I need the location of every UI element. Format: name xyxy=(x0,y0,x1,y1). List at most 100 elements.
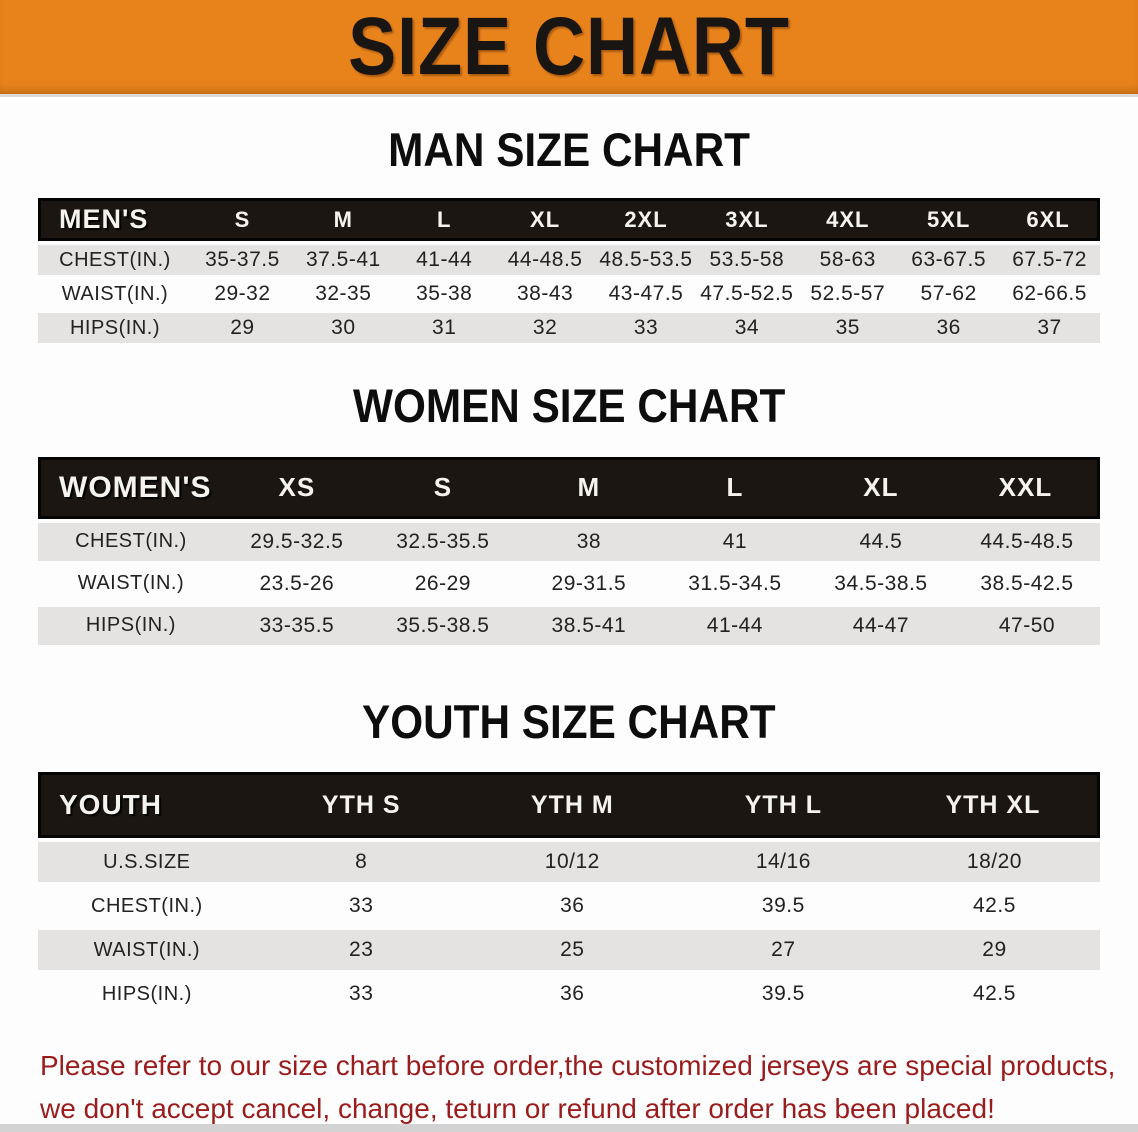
size-value-cell: 31 xyxy=(393,309,495,343)
men-size-column-header: 2XL xyxy=(595,198,697,242)
size-value-cell: 35-37.5 xyxy=(191,241,293,275)
size-value-cell: 47.5-52.5 xyxy=(696,275,798,309)
size-value-cell: 29 xyxy=(191,309,293,343)
women-section-title: WOMEN SIZE CHART xyxy=(352,379,786,433)
youth-size-column-header: YTH L xyxy=(677,772,889,839)
youth-table-row: CHEST(IN.) 33 36 39.5 42.5 xyxy=(38,882,1100,926)
size-value-cell: 34.5-38.5 xyxy=(807,560,954,603)
size-value-cell: 44-48.5 xyxy=(494,241,596,275)
men-size-column-header: 6XL xyxy=(999,198,1100,242)
size-value-cell: 38-43 xyxy=(494,275,596,309)
youth-size-column-header: YTH M xyxy=(466,772,678,839)
youth-table-row: WAIST(IN.) 23 25 27 29 xyxy=(38,926,1100,971)
size-value-cell: 35.5-38.5 xyxy=(369,602,516,645)
size-value-cell: 38.5-41 xyxy=(515,602,662,645)
size-value-cell: 33-35.5 xyxy=(223,602,370,645)
size-value-cell: 18/20 xyxy=(888,838,1100,882)
size-value-cell: 14/16 xyxy=(677,838,889,882)
measurement-row-label: WAIST(IN.) xyxy=(38,926,256,970)
size-value-cell: 39.5 xyxy=(677,882,889,926)
men-section-title: MAN SIZE CHART xyxy=(388,123,750,176)
size-value-cell: 30 xyxy=(292,309,394,343)
women-group-label: WOMEN'S xyxy=(38,456,224,519)
size-value-cell: 10/12 xyxy=(466,838,678,882)
size-value-cell: 42.5 xyxy=(888,970,1100,1014)
size-value-cell: 23 xyxy=(255,926,467,970)
size-value-cell: 32-35 xyxy=(292,275,394,309)
measurement-row-label: CHEST(IN.) xyxy=(38,241,192,275)
size-value-cell: 37 xyxy=(999,309,1100,343)
size-value-cell: 25 xyxy=(466,926,678,970)
size-value-cell: 8 xyxy=(255,838,467,882)
size-value-cell: 63-67.5 xyxy=(898,241,1000,275)
size-value-cell: 32 xyxy=(494,309,596,343)
size-value-cell: 35-38 xyxy=(393,275,495,309)
order-policy-line-1: Please refer to our size chart before or… xyxy=(40,1050,1116,1082)
size-value-cell: 33 xyxy=(595,309,697,343)
banner: SIZE CHART xyxy=(0,0,1138,97)
measurement-row-label: WAIST(IN.) xyxy=(38,275,192,309)
men-size-column-header: XL xyxy=(494,198,596,242)
men-group-label: MEN'S xyxy=(38,198,192,242)
women-size-column-header: XS xyxy=(223,456,370,519)
men-size-column-header: S xyxy=(191,198,293,242)
women-size-column-header: XL xyxy=(807,456,954,519)
measurement-row-label: WAIST(IN.) xyxy=(38,560,224,603)
men-table-row: CHEST(IN.) 35-37.5 37.5-41 41-44 44-48.5 48.5… xyxy=(38,241,1100,276)
size-value-cell: 57-62 xyxy=(898,275,1000,309)
size-value-cell: 44.5-48.5 xyxy=(953,518,1100,561)
youth-section-title: YOUTH SIZE CHART xyxy=(362,694,776,748)
size-value-cell: 37.5-41 xyxy=(292,241,394,275)
men-size-column-header: M xyxy=(292,198,394,242)
youth-group-label: YOUTH xyxy=(38,772,256,839)
women-table-row: CHEST(IN.) 29.5-32.5 32.5-35.5 38 41 44.5 44.5… xyxy=(38,518,1100,561)
size-value-cell: 41-44 xyxy=(661,602,808,645)
table-header-row: YOUTH YTH S YTH M YTH L YTH XL xyxy=(38,772,1100,839)
size-value-cell: 41 xyxy=(661,518,808,561)
size-value-cell: 39.5 xyxy=(677,970,889,1014)
size-value-cell: 23.5-26 xyxy=(223,560,370,603)
women-size-column-header: L xyxy=(661,456,808,519)
measurement-row-label: HIPS(IN.) xyxy=(38,602,224,645)
size-value-cell: 58-63 xyxy=(797,241,899,275)
banner-title: SIZE CHART xyxy=(348,1,790,92)
youth-size-column-header: YTH XL xyxy=(888,772,1100,839)
measurement-row-label: U.S.SIZE xyxy=(38,838,256,882)
size-value-cell: 35 xyxy=(797,309,899,343)
table-header-row: WOMEN'S XS S M L XL XXL xyxy=(38,456,1100,519)
measurement-row-label: CHEST(IN.) xyxy=(38,882,256,926)
size-value-cell: 44-47 xyxy=(807,602,954,645)
size-value-cell: 36 xyxy=(898,309,1000,343)
measurement-row-label: CHEST(IN.) xyxy=(38,518,224,561)
men-size-column-header: L xyxy=(393,198,495,242)
size-value-cell: 26-29 xyxy=(369,560,516,603)
measurement-row-label: HIPS(IN.) xyxy=(38,970,256,1014)
men-size-column-header: 4XL xyxy=(797,198,899,242)
youth-size-column-header: YTH S xyxy=(255,772,467,839)
size-value-cell: 62-66.5 xyxy=(999,275,1100,309)
women-size-column-header: XXL xyxy=(953,456,1100,519)
size-value-cell: 42.5 xyxy=(888,882,1100,926)
size-value-cell: 52.5-57 xyxy=(797,275,899,309)
women-size-column-header: S xyxy=(369,456,516,519)
size-value-cell: 31.5-34.5 xyxy=(661,560,808,603)
size-value-cell: 67.5-72 xyxy=(999,241,1100,275)
women-size-column-header: M xyxy=(515,456,662,519)
size-value-cell: 36 xyxy=(466,882,678,926)
men-table-row: WAIST(IN.) 29-32 32-35 35-38 38-43 43-47.5 47.… xyxy=(38,275,1100,309)
women-size-table: WOMEN'S XS S M L XL XXL CHEST(IN.) 29.5-32.5 32.5… xyxy=(38,456,1100,645)
size-value-cell: 29 xyxy=(888,926,1100,970)
bottom-strip xyxy=(0,1124,1138,1132)
men-table-row: HIPS(IN.) 29 30 31 32 33 34 35 36 37 xyxy=(38,309,1100,344)
order-policy-note: Please refer to our size chart before or… xyxy=(40,1044,1116,1131)
size-value-cell: 29.5-32.5 xyxy=(223,518,370,561)
women-table-row: HIPS(IN.) 33-35.5 35.5-38.5 38.5-41 41-44 44-… xyxy=(38,602,1100,645)
size-value-cell: 27 xyxy=(677,926,889,970)
size-value-cell: 38.5-42.5 xyxy=(953,560,1100,603)
size-value-cell: 29-32 xyxy=(191,275,293,309)
order-policy-line-2: we don't accept cancel, change, teturn o… xyxy=(40,1093,995,1125)
youth-table-row: HIPS(IN.) 33 36 39.5 42.5 xyxy=(38,970,1100,1014)
size-value-cell: 33 xyxy=(255,970,467,1014)
youth-size-table: YOUTH YTH S YTH M YTH L YTH XL U.S.SIZE 8 10/12… xyxy=(38,772,1100,1014)
size-value-cell: 41-44 xyxy=(393,241,495,275)
